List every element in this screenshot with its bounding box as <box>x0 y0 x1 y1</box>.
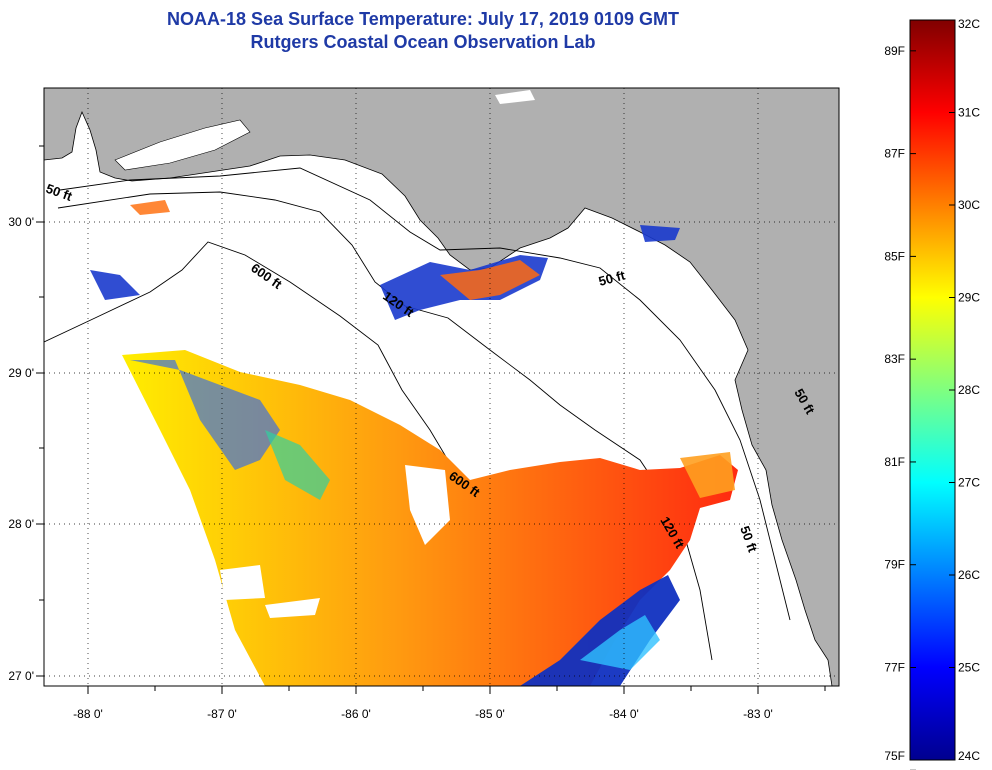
x-tick-label: -85 0' <box>475 707 505 721</box>
land-mass <box>44 88 839 686</box>
cool-patch <box>520 575 680 686</box>
celsius-label: 25C <box>958 661 980 675</box>
x-tick-label: -83 0' <box>743 707 773 721</box>
fahrenheit-label: 81F <box>884 455 905 469</box>
y-tick-label: 28 0' <box>8 517 34 531</box>
map-ticks <box>36 145 826 694</box>
x-tick-label: -88 0' <box>73 707 103 721</box>
cloud-gap <box>495 90 535 104</box>
warm-patch <box>130 200 170 215</box>
map-title: NOAA-18 Sea Surface Temperature: July 17… <box>167 9 679 29</box>
contour-label: 50 ft <box>597 267 627 289</box>
celsius-label: 30C <box>958 198 980 212</box>
fahrenheit-ticks: 89F 87F 85F 83F 81F 79F 77F 75F <box>884 44 916 770</box>
fahrenheit-label: 77F <box>884 661 905 675</box>
celsius-label: 27C <box>958 476 980 490</box>
fahrenheit-label: 85F <box>884 249 905 263</box>
x-axis-labels: -88 0' -87 0' -86 0' -85 0' -84 0' -83 0… <box>73 707 773 721</box>
cool-patch <box>265 430 330 500</box>
fahrenheit-label: 87F <box>884 147 905 161</box>
fahrenheit-label: 75F <box>884 749 905 763</box>
bay-water <box>114 119 251 171</box>
y-tick-label: 27 0' <box>8 669 34 683</box>
y-tick-label: 30 0' <box>8 215 34 229</box>
y-tick-label: 29 0' <box>8 366 34 380</box>
celsius-label: 26C <box>958 568 980 582</box>
celsius-ticks: 32C 31C 30C 29C 28C 27C 26C 25C 24C <box>949 17 980 763</box>
cloud-gap <box>405 465 450 545</box>
cloud-gap <box>265 598 320 618</box>
celsius-label: 31C <box>958 106 980 120</box>
x-tick-label: -84 0' <box>609 707 639 721</box>
cool-patch <box>640 225 680 242</box>
map-subtitle: Rutgers Coastal Ocean Observation Lab <box>250 32 596 52</box>
cloud-gap <box>220 565 265 600</box>
x-tick-label: -86 0' <box>341 707 371 721</box>
celsius-label: 28C <box>958 383 980 397</box>
celsius-label: 24C <box>958 749 980 763</box>
contour-50ft <box>59 167 791 621</box>
fahrenheit-label: 79F <box>884 558 905 572</box>
warm-patch <box>440 260 540 300</box>
cool-patch <box>130 360 280 470</box>
fahrenheit-label: 83F <box>884 352 905 366</box>
celsius-label: 29C <box>958 291 980 305</box>
cool-patch <box>580 615 660 670</box>
x-tick-label: -87 0' <box>207 707 237 721</box>
map-frame <box>43 87 840 687</box>
celsius-label: 32C <box>958 17 980 31</box>
y-axis-labels: 30 0' 29 0' 28 0' 27 0' <box>8 215 34 683</box>
cool-patch <box>90 270 140 300</box>
warm-patch <box>680 452 735 498</box>
colorbar-gradient <box>909 19 956 761</box>
fahrenheit-label: 89F <box>884 44 905 58</box>
